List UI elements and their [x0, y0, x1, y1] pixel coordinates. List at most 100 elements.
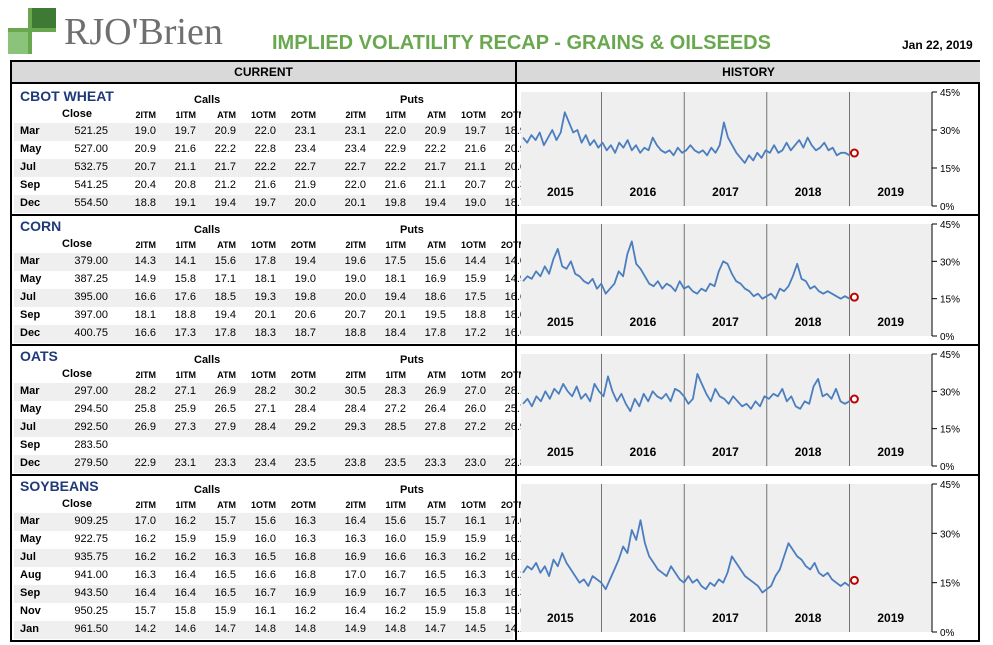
- put-iv: 20.6: [504, 161, 526, 173]
- put-iv: 28.5: [384, 421, 406, 433]
- table-row: May 387.25 14.9 15.8 17.1 18.1 19.0 19.0 18.1 16.…: [14, 271, 526, 289]
- contract-month: Jul: [20, 161, 36, 173]
- calls-label: Calls: [194, 354, 221, 366]
- call-iv: 16.4: [134, 587, 156, 599]
- put-iv: 18.6: [424, 291, 446, 303]
- y-tick-label: 15%: [940, 295, 960, 306]
- put-iv: 18.8: [344, 327, 366, 339]
- call-iv: 16.9: [294, 587, 316, 599]
- put-iv: 17.2: [464, 327, 486, 339]
- put-iv: 20.7: [464, 179, 486, 191]
- put-iv: 17.0: [344, 569, 366, 581]
- year-label: 2015: [547, 315, 574, 329]
- strike-header: 2ITM: [345, 370, 366, 380]
- year-label: 2015: [547, 445, 574, 459]
- table-row: May 922.75 16.2 15.9 15.9 16.0 16.3 16.3 16.0 15.…: [14, 531, 526, 549]
- puts-label: Puts: [400, 484, 424, 496]
- close-price: 532.75: [74, 161, 108, 173]
- call-iv: 23.1: [174, 457, 196, 469]
- call-iv: 27.9: [214, 421, 236, 433]
- strike-header: 1OTM: [460, 370, 486, 380]
- table-row: Jul 292.50 26.9 27.3 27.9 28.4 29.2 29.3 28.5 27.…: [14, 419, 526, 437]
- section-divider: [12, 474, 515, 476]
- call-iv: 20.4: [134, 179, 156, 191]
- call-iv: 25.9: [174, 403, 196, 415]
- call-iv: 27.3: [174, 421, 196, 433]
- put-iv: 16.7: [384, 587, 406, 599]
- call-iv: 16.2: [134, 533, 156, 545]
- put-iv: 23.0: [464, 457, 486, 469]
- current-iv-marker: [849, 394, 859, 404]
- commodity-name: CBOT WHEAT: [20, 88, 114, 104]
- call-iv: 20.7: [134, 161, 156, 173]
- call-iv: 17.8: [254, 255, 276, 267]
- put-iv: 14.7: [424, 623, 446, 635]
- strike-header: 2ITM: [135, 240, 156, 250]
- strike-header: ATM: [427, 110, 446, 120]
- put-iv: 22.2: [424, 143, 446, 155]
- put-iv: 16.2: [384, 605, 406, 617]
- put-iv: 20.1: [344, 197, 366, 209]
- close-price: 283.50: [74, 439, 108, 451]
- chart-divider: [517, 214, 980, 216]
- call-iv: 16.2: [174, 515, 196, 527]
- call-iv: 15.9: [174, 533, 196, 545]
- plot-area: [521, 354, 932, 466]
- year-label: 2015: [547, 185, 574, 199]
- call-iv: 20.9: [214, 125, 236, 137]
- call-iv: 19.8: [294, 291, 316, 303]
- table-row: May 527.00 20.9 21.6 22.2 22.8 23.4 23.4 22.9 22.…: [14, 141, 526, 159]
- put-iv: 14.9: [504, 273, 526, 285]
- put-iv: 15.6: [384, 515, 406, 527]
- y-tick-label: 45%: [940, 350, 960, 361]
- put-iv: 26.9: [424, 385, 446, 397]
- put-iv: 16.4: [344, 605, 366, 617]
- call-iv: 16.0: [254, 533, 276, 545]
- put-iv: 22.9: [384, 143, 406, 155]
- call-iv: 18.1: [254, 273, 276, 285]
- y-tick-label: 0%: [940, 462, 955, 473]
- close-price: 379.00: [74, 255, 108, 267]
- call-iv: 14.8: [254, 623, 276, 635]
- close-price: 909.25: [74, 515, 108, 527]
- put-iv: 18.4: [384, 327, 406, 339]
- call-iv: 17.8: [214, 327, 236, 339]
- close-price: 554.50: [74, 197, 108, 209]
- strike-header: 1ITM: [175, 370, 196, 380]
- strike-header: 1OTM: [460, 110, 486, 120]
- contract-month: Mar: [20, 515, 40, 527]
- call-iv: 19.4: [294, 255, 316, 267]
- put-iv: 16.3: [464, 569, 486, 581]
- contract-month: Aug: [20, 569, 42, 581]
- put-iv: 20.3: [504, 179, 526, 191]
- contract-month: Jan: [20, 623, 39, 635]
- contract-month: Jul: [20, 551, 36, 563]
- put-iv: 22.0: [384, 125, 406, 137]
- put-iv: 20.7: [344, 309, 366, 321]
- put-iv: 18.9: [504, 125, 526, 137]
- put-iv: 14.9: [344, 623, 366, 635]
- y-tick-label: 45%: [940, 220, 960, 231]
- call-iv: 16.3: [214, 551, 236, 563]
- section-divider: [12, 344, 515, 346]
- put-iv: 19.5: [424, 309, 446, 321]
- call-iv: 17.0: [134, 515, 156, 527]
- call-iv: 16.4: [174, 569, 196, 581]
- strike-header: ATM: [427, 500, 446, 510]
- y-tick-label: 0%: [940, 202, 955, 213]
- put-iv: 29.3: [344, 421, 366, 433]
- year-label: 2015: [547, 611, 574, 625]
- year-label: 2017: [712, 445, 739, 459]
- close-price: 541.25: [74, 179, 108, 191]
- commodity-name: SOYBEANS: [20, 478, 99, 494]
- call-iv: 20.1: [254, 309, 276, 321]
- strike-header: 1OTM: [250, 240, 276, 250]
- call-iv: 16.3: [294, 533, 316, 545]
- call-iv: 23.3: [214, 457, 236, 469]
- put-iv: 17.8: [424, 327, 446, 339]
- table-row: Mar 297.00 28.2 27.1 26.9 28.2 30.2 30.5 28.3 26.…: [14, 383, 526, 401]
- call-iv: 21.6: [254, 179, 276, 191]
- history-header: HISTORY: [517, 62, 980, 84]
- puts-label: Puts: [400, 94, 424, 106]
- strike-header: 1OTM: [250, 370, 276, 380]
